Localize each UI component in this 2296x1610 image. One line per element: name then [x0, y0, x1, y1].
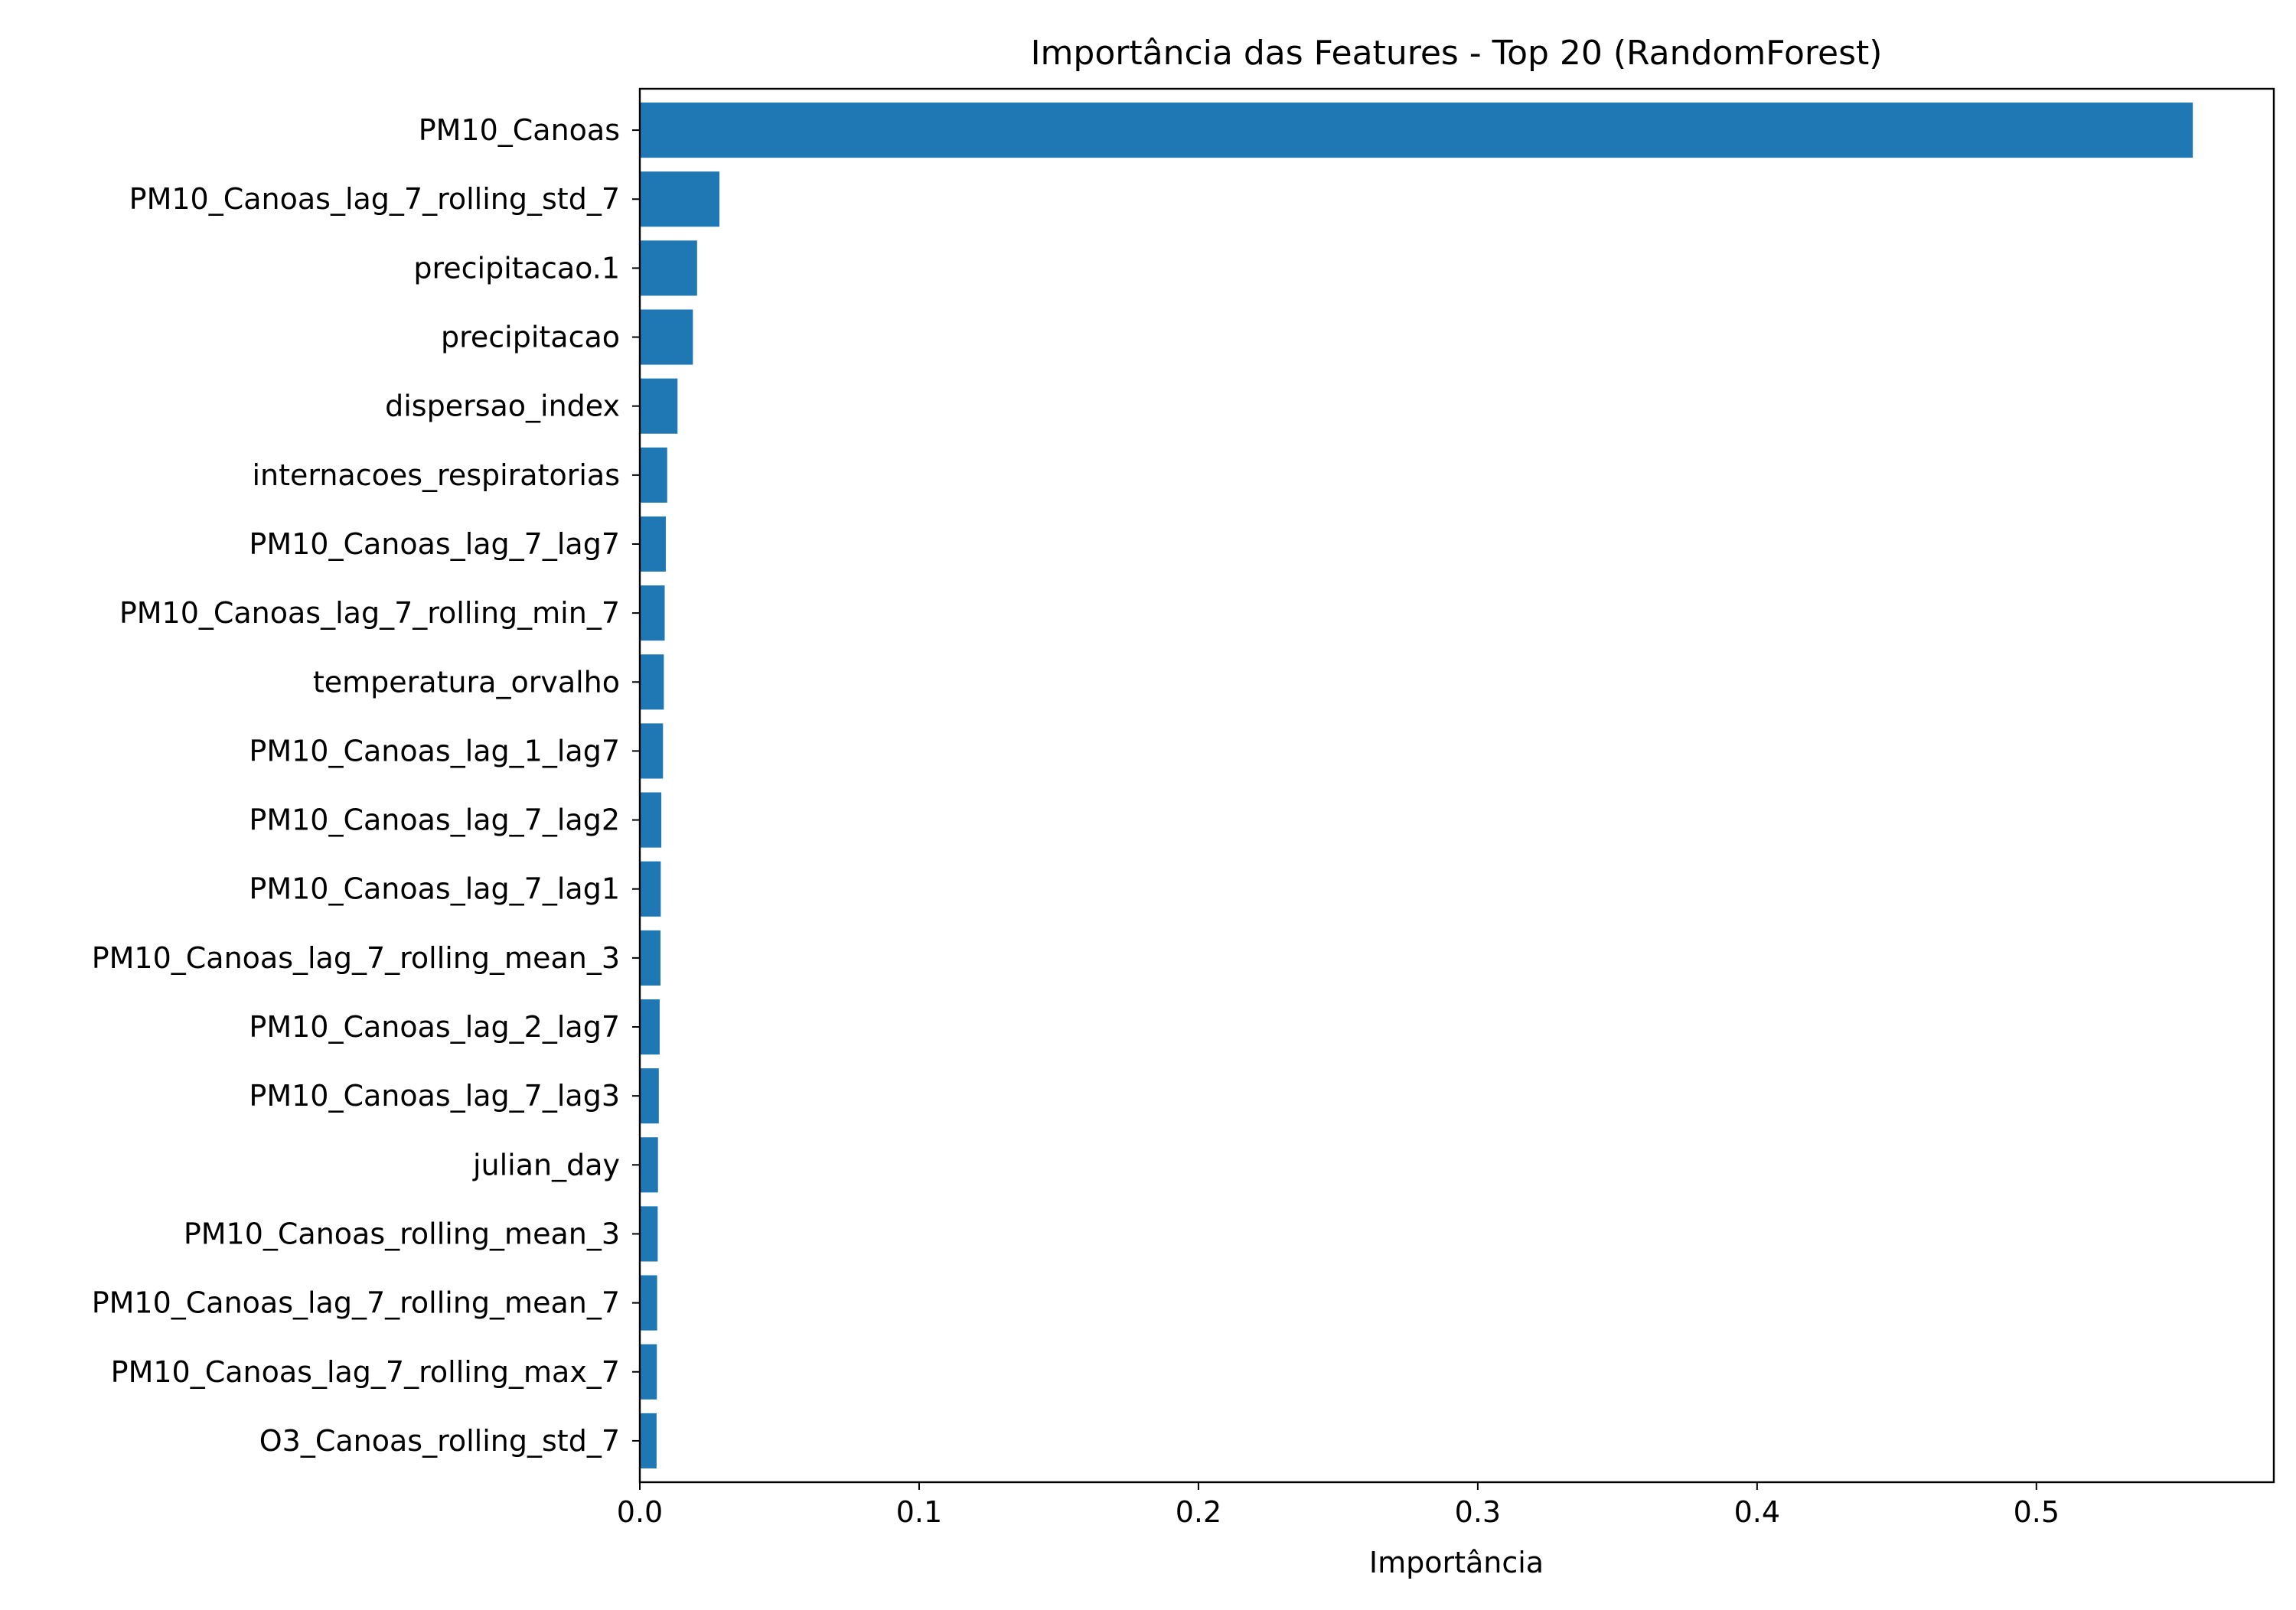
- y-tick-label: dispersao_index: [385, 389, 620, 423]
- bar: [640, 1275, 657, 1331]
- bar: [640, 447, 667, 503]
- bars-group: [640, 103, 2193, 1468]
- chart-title: Importância das Features - Top 20 (Rando…: [1031, 34, 1883, 73]
- y-tick-label: PM10_Canoas_lag_7_lag2: [249, 803, 620, 837]
- bar: [640, 103, 2193, 158]
- bar: [640, 1206, 658, 1262]
- x-tick-label: 0.2: [1176, 1495, 1221, 1529]
- x-tick-label: 0.3: [1455, 1495, 1501, 1529]
- bar: [640, 792, 662, 848]
- y-tick-label: temperatura_orvalho: [313, 665, 620, 699]
- y-tick-label: PM10_Canoas_lag_7_lag7: [249, 527, 620, 561]
- y-tick-label: PM10_Canoas_lag_2_lag7: [249, 1010, 620, 1044]
- y-ticks-group: PM10_Canoas PM10_Canoas_lag_7_rolling_std…: [92, 113, 640, 1458]
- bar: [640, 1137, 658, 1193]
- y-tick-label: PM10_Canoas_rolling_mean_3: [184, 1217, 620, 1250]
- axes-frame: [638, 87, 2275, 1484]
- bar: [640, 1413, 657, 1468]
- y-tick-label: julian_day: [472, 1148, 620, 1181]
- y-tick-label: PM10_Canoas_lag_7_rolling_mean_3: [92, 941, 620, 975]
- y-tick-label: precipitacao.1: [413, 251, 620, 285]
- bar: [640, 723, 664, 779]
- bar: [640, 1344, 657, 1400]
- y-tick-label: PM10_Canoas_lag_7_lag3: [249, 1079, 620, 1113]
- x-axis-label: Importância: [1369, 1546, 1544, 1579]
- y-tick-label: O3_Canoas_rolling_std_7: [259, 1424, 620, 1458]
- bar: [640, 930, 661, 986]
- x-ticks-group: 0.0 0.1 0.2 0.3 0.4 0.5: [617, 1482, 2060, 1529]
- x-tick-label: 0.1: [896, 1495, 942, 1529]
- bar: [640, 585, 665, 641]
- bar: [640, 378, 678, 434]
- y-tick-label: PM10_Canoas_lag_1_lag7: [249, 734, 620, 768]
- bar: [640, 1068, 659, 1124]
- bar: [640, 309, 693, 365]
- bar: [640, 240, 697, 296]
- bar: [640, 861, 661, 917]
- bar: [640, 999, 660, 1055]
- y-tick-label: PM10_Canoas_lag_7_rolling_max_7: [111, 1355, 620, 1389]
- y-tick-label: PM10_Canoas_lag_7_rolling_mean_7: [92, 1286, 620, 1320]
- y-tick-label: PM10_Canoas_lag_7_rolling_min_7: [119, 596, 620, 630]
- y-tick-label: PM10_Canoas_lag_7_lag1: [249, 872, 620, 906]
- x-tick-label: 0.5: [2014, 1495, 2060, 1529]
- bar: [640, 654, 664, 710]
- bar: [640, 516, 666, 572]
- y-tick-label: PM10_Canoas_lag_7_rolling_std_7: [129, 182, 620, 216]
- y-tick-label: internacoes_respiratorias: [252, 458, 620, 492]
- bar: [640, 171, 720, 227]
- y-tick-label: precipitacao: [441, 321, 620, 354]
- y-tick-label: PM10_Canoas: [419, 113, 620, 147]
- x-tick-label: 0.4: [1734, 1495, 1780, 1529]
- x-tick-label: 0.0: [617, 1495, 663, 1529]
